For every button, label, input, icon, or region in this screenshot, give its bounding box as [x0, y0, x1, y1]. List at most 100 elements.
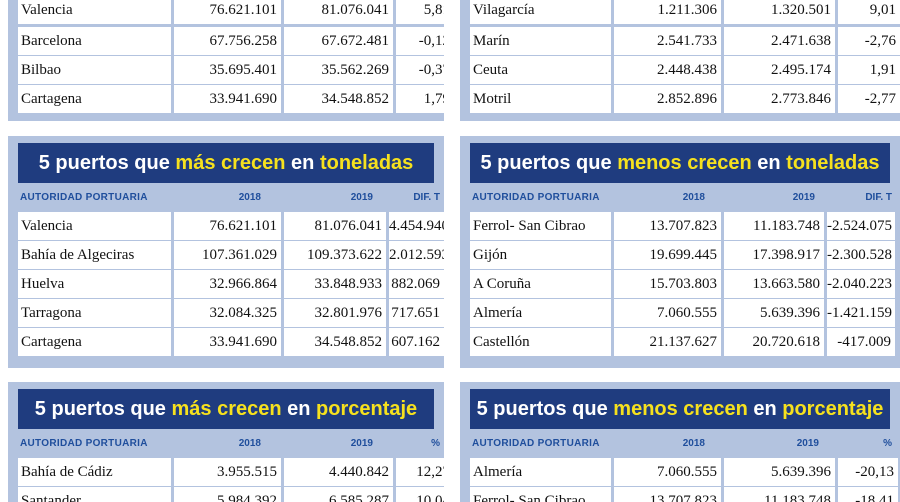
cell-port: Valencia — [18, 212, 171, 240]
cell-diff: 717.651 — [389, 299, 444, 327]
cell-2019: 81.076.041 — [284, 0, 393, 24]
cell-port: Castellón — [470, 328, 611, 356]
cell-diff: 882.069 — [389, 270, 444, 298]
header-diff: DIF. T — [413, 192, 440, 203]
cell-port: Bahía de Algeciras — [18, 241, 171, 269]
cell-diff: -2,76 — [838, 27, 900, 55]
cell-2018: 35.695.401 — [174, 56, 281, 84]
cell-2019: 1.320.501 — [724, 0, 835, 24]
cell-2018: 33.941.690 — [174, 328, 281, 356]
cell-2019: 20.720.618 — [724, 328, 824, 356]
cell-port: Cartagena — [18, 85, 171, 113]
panel-title: 5 puertos que más crecen en toneladas — [18, 143, 434, 183]
cell-2018: 21.137.627 — [614, 328, 721, 356]
cell-2019: 34.548.852 — [284, 328, 386, 356]
cell-2018: 15.703.803 — [614, 270, 721, 298]
cell-diff: 607.162 — [389, 328, 444, 356]
cell-port: Tarragona — [18, 299, 171, 327]
panel-least-growth-percent: 5 puertos que menos crecen en porcentaje… — [460, 382, 900, 502]
cell-2018: 33.941.690 — [174, 85, 281, 113]
cell-port: Almería — [470, 458, 611, 486]
cell-2019: 32.801.976 — [284, 299, 386, 327]
cell-diff: -417.009 — [827, 328, 895, 356]
cell-2018: 13.707.823 — [614, 212, 721, 240]
header-authority: AUTORIDAD PORTUARIA — [472, 192, 600, 203]
header-2018: 2018 — [682, 192, 705, 203]
cell-percent: -20,13 — [838, 458, 898, 486]
header-2019: 2019 — [796, 438, 819, 449]
header-percent: % — [431, 438, 440, 449]
cell-2019: 5.639.396 — [724, 458, 835, 486]
cell-port: Cartagena — [18, 328, 171, 356]
header-2018: 2018 — [238, 192, 261, 203]
cell-percent: -18,41 — [838, 487, 898, 502]
cell-port: Ceuta — [470, 56, 611, 84]
header-2018: 2018 — [682, 438, 705, 449]
cell-diff: -1.421.159 — [827, 299, 895, 327]
header-authority: AUTORIDAD PORTUARIA — [20, 192, 148, 203]
cell-port: Bilbao — [18, 56, 171, 84]
cell-2018: 2.852.896 — [614, 85, 721, 113]
cell-port: Gijón — [470, 241, 611, 269]
cell-2018: 2.541.733 — [614, 27, 721, 55]
cell-port: Almería — [470, 299, 611, 327]
cell-diff: -2,77 — [838, 85, 900, 113]
cell-port: Bahía de Cádiz — [18, 458, 171, 486]
cell-port: Motril — [470, 85, 611, 113]
cell-diff: -2.040.223 — [827, 270, 895, 298]
cell-2018: 19.699.445 — [614, 241, 721, 269]
cell-diff: -0,12 — [396, 27, 444, 55]
header-2019: 2019 — [350, 438, 373, 449]
cell-2019: 35.562.269 — [284, 56, 393, 84]
cell-port: Marín — [470, 27, 611, 55]
cell-2018: 76.621.101 — [174, 212, 281, 240]
cell-2019: 2.471.638 — [724, 27, 835, 55]
cell-port: Santander — [18, 487, 171, 502]
cell-diff: 9,01 — [838, 0, 900, 24]
cell-2019: 5.639.396 — [724, 299, 824, 327]
cell-2018: 107.361.029 — [174, 241, 281, 269]
cell-2019: 109.373.622 — [284, 241, 386, 269]
cell-2019: 4.440.842 — [284, 458, 393, 486]
panel-most-growth-tonnes: 5 puertos que más crecen en toneladas AU… — [8, 136, 444, 368]
cell-2019: 34.548.852 — [284, 85, 393, 113]
panel-most-growth-percent: 5 puertos que más crecen en porcentaje A… — [8, 382, 444, 502]
header-2019: 2019 — [792, 192, 815, 203]
cell-2018: 1.211.306 — [614, 0, 721, 24]
table-header: AUTORIDAD PORTUARIA 2018 2019 DIF. T — [18, 188, 444, 208]
table-header: AUTORIDAD PORTUARIA 2018 2019 % — [18, 434, 444, 454]
header-diff: DIF. T — [865, 192, 892, 203]
panel-top-left: Valencia 76.621.101 81.076.041 5,81 Barc… — [8, 0, 444, 121]
cell-diff: 1,91 — [838, 56, 900, 84]
cell-2019: 67.672.481 — [284, 27, 393, 55]
cell-port: Huelva — [18, 270, 171, 298]
cell-2019: 17.398.917 — [724, 241, 824, 269]
header-authority: AUTORIDAD PORTUARIA — [20, 438, 148, 449]
cell-2018: 32.084.325 — [174, 299, 281, 327]
cell-2019: 13.663.580 — [724, 270, 824, 298]
cell-diff: -2.524.075 — [827, 212, 895, 240]
cell-port: Ferrol- San Cibrao — [470, 487, 611, 502]
cell-diff: 5,81 — [396, 0, 444, 24]
table-header: AUTORIDAD PORTUARIA 2018 2019 % — [470, 434, 896, 454]
cell-2019: 11.183.748 — [724, 487, 835, 502]
cell-2019: 2.773.846 — [724, 85, 835, 113]
cell-diff: 4.454.940 — [389, 212, 444, 240]
panel-top-right: Vilagarcía 1.211.306 1.320.501 9,01 Marí… — [460, 0, 900, 121]
cell-port: Barcelona — [18, 27, 171, 55]
header-2019: 2019 — [350, 192, 373, 203]
cell-2018: 5.984.392 — [174, 487, 281, 502]
header-authority: AUTORIDAD PORTUARIA — [472, 438, 600, 449]
cell-2019: 81.076.041 — [284, 212, 386, 240]
cell-2019: 11.183.748 — [724, 212, 824, 240]
cell-2018: 7.060.555 — [614, 299, 721, 327]
header-2018: 2018 — [238, 438, 261, 449]
cell-2018: 7.060.555 — [614, 458, 721, 486]
cell-port: A Coruña — [470, 270, 611, 298]
cell-2018: 32.966.864 — [174, 270, 281, 298]
cell-2019: 6.585.287 — [284, 487, 393, 502]
cell-port: Valencia — [18, 0, 171, 24]
cell-port: Ferrol- San Cibrao — [470, 212, 611, 240]
cell-2018: 13.707.823 — [614, 487, 721, 502]
panel-least-growth-tonnes: 5 puertos que menos crecen en toneladas … — [460, 136, 900, 368]
